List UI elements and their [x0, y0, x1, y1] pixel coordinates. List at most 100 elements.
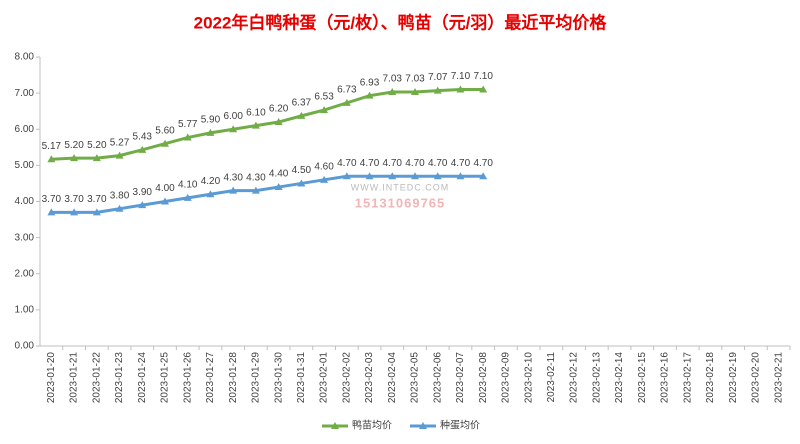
data-label: 5.17	[42, 141, 62, 152]
marker	[342, 98, 351, 106]
data-label: 7.07	[428, 72, 448, 83]
marker	[479, 172, 488, 180]
marker	[411, 88, 419, 96]
data-label: 4.70	[405, 158, 425, 169]
x-tick-label: 2023-02-15	[637, 352, 648, 404]
x-tick-label: 2023-01-23	[114, 352, 125, 404]
x-tick-label: 2023-02-14	[614, 352, 625, 404]
x-tick-label: 2023-01-20	[46, 352, 57, 404]
x-tick-label: 2023-02-19	[728, 352, 739, 404]
x-tick-label: 2023-01-22	[91, 352, 102, 404]
data-label: 3.70	[64, 194, 84, 205]
x-tick-label: 2023-01-24	[137, 352, 148, 404]
data-label: 6.93	[360, 77, 380, 88]
data-label: 5.20	[87, 140, 107, 151]
data-label: 5.77	[178, 119, 198, 130]
marker	[342, 172, 351, 180]
marker	[183, 193, 192, 201]
data-label: 4.30	[246, 172, 266, 183]
marker	[229, 186, 238, 194]
marker	[456, 85, 465, 93]
x-tick-label: 2023-02-10	[523, 352, 534, 404]
marker	[161, 139, 169, 147]
chart-title: 2022年白鸭种蛋（元/枚）、鸭苗（元/羽）最近平均价格	[194, 12, 608, 32]
marker	[92, 208, 101, 216]
data-label: 5.43	[133, 131, 153, 142]
marker	[388, 172, 397, 180]
watermark: 15131069765	[355, 195, 446, 210]
marker	[251, 186, 260, 194]
marker	[70, 208, 79, 216]
data-label: 7.10	[451, 71, 471, 82]
x-tick-label: 2023-02-06	[432, 352, 443, 404]
y-tick-label: 0.00	[15, 341, 35, 352]
x-tick-label: 2023-02-02	[341, 352, 352, 404]
data-label: 5.90	[201, 115, 221, 126]
series-line	[51, 174, 484, 214]
data-label: 4.00	[155, 183, 175, 194]
data-label: 3.80	[110, 190, 130, 201]
watermark: WWW.INTEDC.COM	[351, 182, 450, 192]
data-label: 5.20	[64, 140, 84, 151]
marker	[388, 88, 397, 96]
x-tick-label: 2023-01-30	[273, 352, 284, 404]
y-tick-label: 2.00	[15, 268, 35, 279]
data-label: 4.50	[292, 165, 312, 176]
marker	[251, 121, 260, 129]
x-tick-label: 2023-01-25	[160, 352, 171, 404]
x-tick-label: 2023-01-31	[296, 352, 307, 404]
marker	[47, 208, 56, 216]
marker	[70, 154, 79, 162]
marker	[161, 197, 169, 205]
y-tick-label: 1.00	[15, 305, 35, 316]
x-tick-label: 2023-02-18	[705, 352, 716, 404]
marker	[115, 204, 124, 212]
y-tick-label: 3.00	[15, 232, 35, 243]
marker	[47, 155, 56, 163]
marker	[433, 86, 442, 94]
data-label: 5.60	[155, 125, 175, 136]
data-label: 4.10	[178, 180, 198, 191]
data-label: 4.70	[451, 158, 471, 169]
data-label: 4.70	[360, 158, 380, 169]
x-tick-label: 2023-01-21	[69, 352, 80, 404]
marker	[433, 172, 442, 180]
y-tick-label: 5.00	[15, 160, 35, 171]
x-tick-label: 2023-02-03	[364, 352, 375, 404]
data-label: 7.10	[473, 71, 493, 82]
data-label: 4.70	[428, 158, 448, 169]
x-tick-label: 2023-02-11	[546, 352, 557, 403]
x-tick-label: 2023-02-04	[387, 352, 398, 404]
x-tick-label: 2023-02-13	[591, 352, 602, 404]
data-label: 5.27	[110, 137, 130, 148]
data-label: 6.20	[269, 104, 289, 115]
marker	[138, 145, 147, 153]
x-tick-label: 2023-02-05	[410, 352, 421, 404]
x-tick-label: 2023-02-09	[501, 352, 512, 404]
x-tick-label: 2023-01-26	[182, 352, 193, 404]
data-label: 4.70	[473, 158, 493, 169]
data-label: 6.73	[337, 85, 357, 96]
marker	[274, 183, 283, 191]
marker	[297, 179, 306, 187]
x-tick-label: 2023-02-01	[319, 352, 330, 404]
data-label: 6.37	[292, 98, 312, 109]
marker	[206, 128, 215, 136]
marker	[183, 133, 192, 141]
y-tick-label: 8.00	[15, 52, 35, 63]
y-tick-label: 6.00	[15, 124, 35, 135]
x-tick-label: 2023-01-29	[251, 352, 262, 404]
marker	[456, 172, 465, 180]
marker	[320, 175, 329, 183]
marker	[206, 190, 215, 198]
data-label: 4.70	[337, 158, 357, 169]
data-label: 4.60	[314, 161, 334, 172]
x-tick-label: 2023-02-08	[478, 352, 489, 404]
x-tick-label: 2023-01-27	[205, 352, 216, 404]
y-tick-label: 4.00	[15, 196, 35, 207]
data-label: 3.70	[87, 194, 107, 205]
marker	[274, 118, 283, 126]
x-tick-label: 2023-02-21	[773, 352, 784, 404]
y-tick-label: 7.00	[15, 88, 35, 99]
